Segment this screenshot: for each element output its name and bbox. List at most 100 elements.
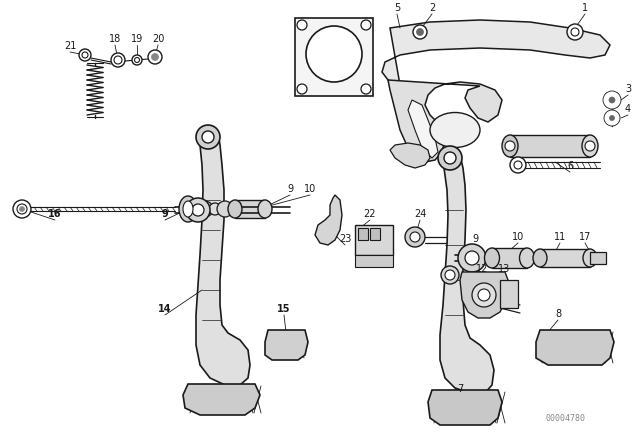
Text: 24: 24 bbox=[414, 209, 426, 219]
Text: 15: 15 bbox=[277, 304, 291, 314]
Circle shape bbox=[472, 283, 496, 307]
Ellipse shape bbox=[583, 249, 597, 267]
Text: 9: 9 bbox=[287, 184, 293, 194]
Bar bbox=[510, 135, 590, 157]
Circle shape bbox=[297, 20, 307, 30]
Ellipse shape bbox=[228, 200, 242, 218]
Circle shape bbox=[567, 24, 583, 40]
Text: 9: 9 bbox=[162, 209, 168, 219]
Polygon shape bbox=[536, 330, 614, 365]
Circle shape bbox=[82, 52, 88, 58]
Text: 1: 1 bbox=[582, 3, 588, 13]
Text: 9: 9 bbox=[472, 234, 478, 244]
Ellipse shape bbox=[430, 112, 480, 147]
Bar bbox=[500, 280, 518, 308]
Bar bbox=[355, 255, 393, 267]
Ellipse shape bbox=[502, 135, 518, 157]
Circle shape bbox=[297, 84, 307, 94]
Text: 6: 6 bbox=[567, 161, 573, 171]
Circle shape bbox=[514, 161, 522, 169]
Polygon shape bbox=[390, 143, 430, 168]
Circle shape bbox=[79, 49, 91, 61]
Circle shape bbox=[186, 198, 210, 222]
Polygon shape bbox=[440, 155, 494, 393]
Circle shape bbox=[445, 270, 455, 280]
Bar bbox=[355, 225, 393, 255]
Circle shape bbox=[361, 84, 371, 94]
Circle shape bbox=[417, 29, 424, 35]
Circle shape bbox=[410, 232, 420, 242]
Text: 4: 4 bbox=[625, 104, 631, 114]
Text: 10: 10 bbox=[512, 232, 524, 242]
Circle shape bbox=[152, 53, 159, 60]
Bar bbox=[295, 18, 373, 96]
Text: 12: 12 bbox=[476, 264, 488, 274]
Circle shape bbox=[19, 207, 24, 211]
Bar bbox=[590, 252, 606, 264]
Polygon shape bbox=[183, 384, 260, 415]
Bar bbox=[235, 200, 265, 218]
Text: 11: 11 bbox=[554, 232, 566, 242]
Bar bbox=[370, 228, 380, 240]
Circle shape bbox=[606, 112, 618, 124]
Circle shape bbox=[609, 116, 614, 121]
Text: 8: 8 bbox=[555, 309, 561, 319]
Circle shape bbox=[405, 227, 425, 247]
Circle shape bbox=[465, 251, 479, 265]
Polygon shape bbox=[408, 100, 438, 158]
Text: 22: 22 bbox=[364, 209, 376, 219]
Circle shape bbox=[505, 141, 515, 151]
Polygon shape bbox=[388, 80, 502, 162]
Ellipse shape bbox=[183, 201, 193, 217]
Ellipse shape bbox=[533, 249, 547, 267]
Polygon shape bbox=[428, 390, 502, 425]
Circle shape bbox=[148, 50, 162, 64]
Ellipse shape bbox=[484, 248, 499, 268]
Bar bbox=[358, 228, 368, 240]
Text: 20: 20 bbox=[152, 34, 164, 44]
Circle shape bbox=[192, 204, 204, 216]
Circle shape bbox=[134, 57, 140, 63]
Text: 5: 5 bbox=[394, 3, 400, 13]
Circle shape bbox=[17, 204, 27, 214]
Text: 00004780: 00004780 bbox=[545, 414, 585, 422]
Polygon shape bbox=[196, 133, 250, 385]
Ellipse shape bbox=[582, 135, 598, 157]
Circle shape bbox=[458, 244, 486, 272]
Polygon shape bbox=[315, 195, 342, 245]
Text: 2: 2 bbox=[429, 3, 435, 13]
Circle shape bbox=[209, 203, 221, 215]
Circle shape bbox=[217, 201, 233, 217]
Circle shape bbox=[444, 152, 456, 164]
Circle shape bbox=[609, 97, 615, 103]
Circle shape bbox=[197, 201, 213, 217]
Ellipse shape bbox=[258, 200, 272, 218]
Text: 21: 21 bbox=[64, 41, 76, 51]
Circle shape bbox=[571, 28, 579, 36]
Circle shape bbox=[196, 125, 220, 149]
Circle shape bbox=[603, 91, 621, 109]
Text: 7: 7 bbox=[457, 384, 463, 394]
Circle shape bbox=[306, 26, 362, 82]
Bar bbox=[540, 249, 590, 267]
Bar bbox=[492, 248, 527, 268]
Text: 18: 18 bbox=[109, 34, 121, 44]
Circle shape bbox=[114, 56, 122, 64]
Polygon shape bbox=[382, 20, 610, 85]
Circle shape bbox=[510, 157, 526, 173]
Ellipse shape bbox=[179, 196, 197, 222]
Circle shape bbox=[361, 20, 371, 30]
Ellipse shape bbox=[520, 248, 534, 268]
Circle shape bbox=[132, 55, 142, 65]
Circle shape bbox=[478, 289, 490, 301]
Text: 17: 17 bbox=[579, 232, 591, 242]
Text: 19: 19 bbox=[131, 34, 143, 44]
Circle shape bbox=[202, 131, 214, 143]
Circle shape bbox=[413, 25, 427, 39]
Polygon shape bbox=[460, 272, 508, 318]
Text: 23: 23 bbox=[339, 234, 351, 244]
Text: 14: 14 bbox=[158, 304, 172, 314]
Circle shape bbox=[441, 266, 459, 284]
Circle shape bbox=[438, 146, 462, 170]
Circle shape bbox=[111, 53, 125, 67]
